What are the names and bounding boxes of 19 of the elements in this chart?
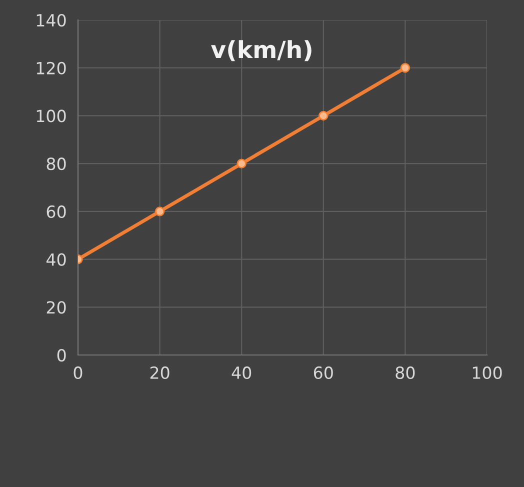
text: v(km/h) [211, 40, 312, 62]
y-tick-label: 120 [36, 62, 66, 74]
point [400, 62, 410, 73]
y-tick-label: 140 [36, 14, 66, 27]
x-tick-label: 0 [74, 366, 82, 380]
y-tick-label: 0 [57, 348, 66, 362]
y-tick-label: 80 [46, 158, 66, 170]
point [236, 158, 246, 168]
x-tick-label: 80 [396, 366, 415, 380]
x-tick-label: 100 [472, 366, 502, 380]
x-tick-label: 60 [314, 366, 333, 380]
y-tick-label: 20 [46, 301, 66, 314]
y-tick-label: 100 [36, 110, 66, 122]
point [318, 110, 328, 121]
x-tick-label: 40 [232, 366, 252, 380]
point [154, 206, 165, 216]
x-tick-label: 20 [150, 366, 170, 380]
y-tick-label: 60 [46, 205, 66, 218]
y-tick-label: 40 [46, 253, 66, 266]
